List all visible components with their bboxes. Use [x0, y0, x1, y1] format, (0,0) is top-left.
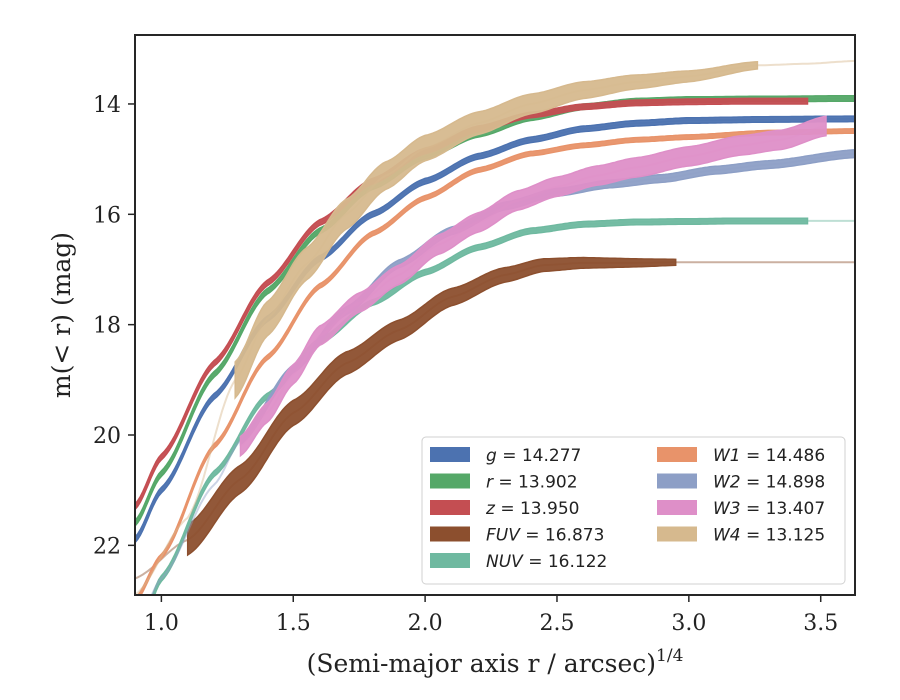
- legend-swatch-w3: [657, 500, 697, 515]
- y-axis-title: m(< r) (mag): [47, 232, 76, 398]
- x-tick-label: 3.5: [803, 611, 838, 636]
- series-fuv: [135, 256, 855, 580]
- series-g-band: [135, 115, 855, 544]
- series-w3-band: [239, 115, 827, 458]
- legend-swatch-fuv: [430, 526, 470, 542]
- legend-label-z: z = 13.950: [485, 499, 579, 519]
- legend-swatch-w1: [657, 447, 697, 462]
- x-axis: 1.0 1.5 2.0 2.5 3.0 3.5: [144, 595, 838, 636]
- series-fuv-band: [186, 256, 677, 557]
- legend-label-g: g = 14.277: [486, 446, 581, 466]
- legend-label-w2: W2 = 14.898: [713, 473, 825, 493]
- series-layer: [135, 59, 855, 595]
- series-w4: [135, 59, 855, 595]
- legend-swatch-w2: [657, 473, 697, 489]
- legend-swatch-r: [430, 473, 470, 489]
- series-w1-band: [137, 128, 855, 595]
- y-tick-label: 22: [93, 534, 121, 559]
- legend-label-w4: W4 = 13.125: [713, 526, 825, 546]
- legend-label-fuv: FUV = 16.873: [486, 526, 604, 546]
- y-axis: 14 16 18 20 22: [93, 93, 135, 559]
- legend-swatch-nuv: [430, 553, 470, 568]
- x-tick-label: 2.5: [539, 611, 574, 636]
- x-tick-label: 1.0: [144, 611, 179, 636]
- series-w1: [137, 128, 855, 595]
- legend-label-nuv: NUV = 16.122: [486, 552, 607, 572]
- series-w4-band: [234, 61, 759, 400]
- legend-swatch-z: [430, 500, 470, 515]
- legend: g = 14.277 r = 13.902 z = 13.950 FUV = 16.8…: [421, 436, 846, 585]
- x-axis-title: (Semi-major axis r / arcsec)1/4: [307, 646, 684, 678]
- legend-box: [421, 436, 846, 585]
- y-tick-label: 18: [93, 314, 121, 339]
- y-tick-label: 14: [93, 93, 121, 118]
- legend-label-r: r = 13.902: [486, 473, 578, 493]
- legend-swatch-g: [430, 447, 470, 462]
- y-tick-label: 20: [93, 424, 121, 449]
- x-tick-label: 3.0: [671, 611, 706, 636]
- x-tick-label: 1.5: [276, 611, 311, 636]
- legend-label-w3: W3 = 13.407: [713, 499, 825, 519]
- series-w3-line: [239, 125, 827, 447]
- x-tick-label: 2.0: [408, 611, 443, 636]
- y-tick-label: 16: [93, 203, 121, 228]
- legend-swatch-w4: [657, 526, 697, 542]
- legend-label-w1: W1 = 14.486: [713, 446, 825, 466]
- plot-frame: [134, 34, 856, 596]
- series-w3: [239, 115, 827, 458]
